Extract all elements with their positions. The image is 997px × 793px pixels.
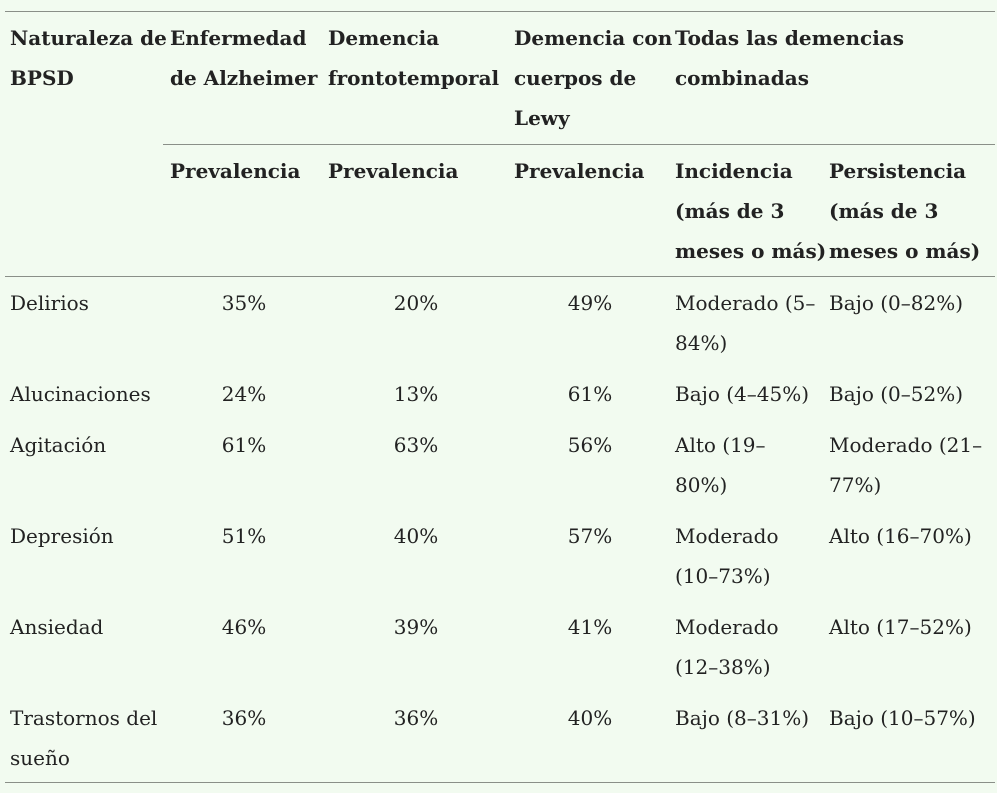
subheader-prevalencia-ftd: Prevalencia (328, 159, 459, 183)
cell-incidence-1: Bajo (4–45%) (675, 382, 810, 406)
cell-ftd-5: 36% (393, 706, 439, 730)
header-frontotemporal: Demencia frontotemporal (328, 26, 500, 90)
cell-ftd-2: 63% (393, 433, 439, 457)
subheader-prevalencia-ad: Prevalencia (170, 159, 301, 183)
cell-incidence-4: Moderado (12–38%) (675, 615, 779, 679)
cell-dlb-1: 61% (567, 382, 613, 406)
subheader-prevalencia-dlb: Prevalencia (514, 159, 645, 183)
cell-nature-0: Delirios (10, 291, 89, 315)
cell-nature-4: Ansiedad (10, 615, 104, 639)
cell-nature-5: Trastornos del sueño (10, 706, 158, 770)
cell-ftd-0: 20% (393, 291, 439, 315)
cell-dlb-2: 56% (567, 433, 613, 457)
cell-incidence-0: Moderado (5– 84%) (675, 291, 816, 355)
header-naturaleza: Naturaleza de BPSD (10, 26, 167, 90)
cell-persistence-0: Bajo (0–82%) (829, 291, 964, 315)
cell-dlb-0: 49% (567, 291, 613, 315)
cell-incidence-3: Moderado (10–73%) (675, 524, 779, 588)
cell-incidence-5: Bajo (8–31%) (675, 706, 810, 730)
cell-ad-1: 24% (221, 382, 267, 406)
cell-ad-2: 61% (221, 433, 267, 457)
cell-persistence-1: Bajo (0–52%) (829, 382, 964, 406)
bottom-rule (5, 782, 995, 783)
cell-ftd-4: 39% (393, 615, 439, 639)
header-lewy: Demencia con cuerpos de Lewy (514, 26, 673, 130)
cell-persistence-5: Bajo (10–57%) (829, 706, 976, 730)
cell-dlb-5: 40% (567, 706, 613, 730)
cell-nature-2: Agitación (10, 433, 107, 457)
subheader-persistencia: Persistencia (más de 3 meses o más) (829, 159, 981, 263)
cell-ad-0: 35% (221, 291, 267, 315)
cell-incidence-2: Alto (19– 80%) (675, 433, 766, 497)
cell-persistence-2: Moderado (21– 77%) (829, 433, 983, 497)
cell-persistence-3: Alto (16–70%) (829, 524, 972, 548)
top-rule (5, 11, 995, 12)
cell-nature-1: Alucinaciones (10, 382, 151, 406)
cell-nature-3: Depresión (10, 524, 114, 548)
header-bottom-rule (5, 276, 995, 277)
header-alzheimer: Enfermedad de Alzheimer (170, 26, 318, 90)
cell-ad-3: 51% (221, 524, 267, 548)
cell-dlb-3: 57% (567, 524, 613, 548)
header-divider (163, 144, 995, 145)
header-todas: Todas las demencias combinadas (675, 26, 905, 90)
cell-ad-5: 36% (221, 706, 267, 730)
subheader-incidencia: Incidencia (más de 3 meses o más) (675, 159, 827, 263)
cell-ftd-1: 13% (393, 382, 439, 406)
cell-ad-4: 46% (221, 615, 267, 639)
cell-ftd-3: 40% (393, 524, 439, 548)
cell-dlb-4: 41% (567, 615, 613, 639)
cell-persistence-4: Alto (17–52%) (829, 615, 972, 639)
